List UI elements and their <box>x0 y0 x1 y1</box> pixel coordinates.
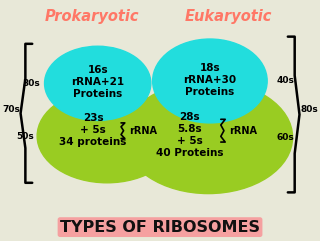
Text: 70s: 70s <box>2 105 20 114</box>
Text: 80s: 80s <box>300 105 318 114</box>
Text: 50s: 50s <box>16 132 34 141</box>
Text: rRNA: rRNA <box>229 126 258 136</box>
Text: Eukaryotic: Eukaryotic <box>185 9 272 24</box>
Text: 40s: 40s <box>277 76 295 86</box>
Ellipse shape <box>44 46 151 120</box>
Text: 28s
5.8s
+ 5s
40 Proteins: 28s 5.8s + 5s 40 Proteins <box>156 112 223 158</box>
Ellipse shape <box>153 39 267 123</box>
Text: 18s
rRNA+30
Proteins: 18s rRNA+30 Proteins <box>183 63 236 97</box>
Text: 30s: 30s <box>22 79 40 88</box>
Ellipse shape <box>37 89 177 183</box>
Text: Prokaryotic: Prokaryotic <box>44 9 139 24</box>
Text: 60s: 60s <box>277 133 295 142</box>
Text: rRNA: rRNA <box>129 126 157 136</box>
Text: 23s
+ 5s
34 proteins: 23s + 5s 34 proteins <box>59 113 127 147</box>
Text: TYPES OF RIBOSOMES: TYPES OF RIBOSOMES <box>60 220 260 235</box>
Text: 16s
rRNA+21
Proteins: 16s rRNA+21 Proteins <box>71 65 124 99</box>
Ellipse shape <box>124 81 292 194</box>
